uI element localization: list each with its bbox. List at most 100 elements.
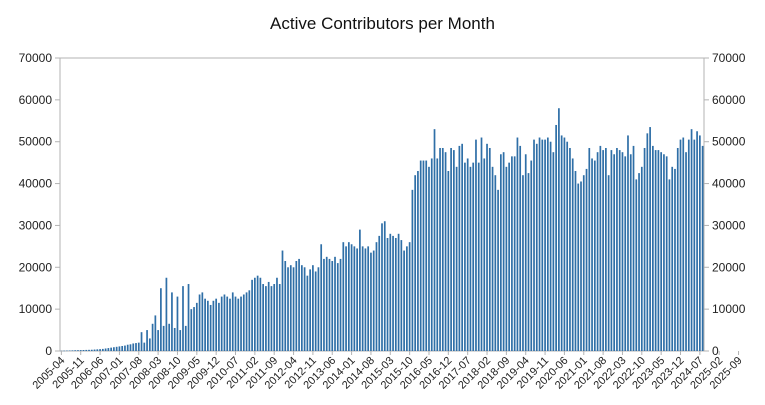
- y-tick-label-left: 30000: [19, 218, 53, 232]
- bar: [693, 139, 696, 351]
- bar: [93, 349, 96, 351]
- bar: [336, 263, 339, 351]
- bar: [469, 166, 472, 351]
- bar: [403, 250, 405, 351]
- bar: [121, 345, 124, 351]
- bar: [497, 189, 499, 351]
- bar: [140, 332, 143, 351]
- bar: [571, 158, 574, 351]
- bar: [289, 265, 292, 351]
- bar: [635, 179, 638, 351]
- bar: [82, 350, 85, 351]
- bar: [361, 246, 364, 351]
- y-tick-label-left: 70000: [19, 51, 53, 65]
- bar: [613, 154, 616, 351]
- bar: [685, 152, 687, 351]
- bar: [79, 350, 82, 351]
- bar: [646, 133, 649, 351]
- bar: [643, 147, 646, 351]
- bar: [295, 261, 298, 351]
- bar: [577, 183, 580, 351]
- y-tick-label-left: 40000: [19, 177, 53, 191]
- bar: [472, 162, 475, 351]
- bar: [284, 261, 287, 351]
- bar: [113, 347, 115, 351]
- y-tick-label-right: 70000: [712, 51, 746, 65]
- bar: [165, 277, 168, 351]
- bar: [240, 296, 242, 351]
- bar: [331, 261, 334, 351]
- bar: [491, 166, 494, 351]
- y-tick-label-right: 10000: [712, 302, 746, 316]
- bar: [151, 323, 154, 351]
- bar: [281, 250, 284, 351]
- bar: [676, 147, 679, 351]
- bar: [353, 246, 356, 351]
- bar: [187, 284, 190, 351]
- bar: [198, 294, 201, 351]
- bar: [394, 237, 397, 351]
- bar: [339, 258, 342, 351]
- bar: [450, 147, 452, 351]
- bar: [254, 277, 256, 351]
- bar: [287, 267, 289, 351]
- bar: [137, 342, 140, 351]
- bar: [270, 286, 273, 351]
- bar: [77, 350, 79, 351]
- bar: [522, 175, 524, 351]
- bar: [524, 154, 527, 351]
- bar: [237, 298, 240, 351]
- bar: [433, 129, 436, 351]
- bar: [660, 152, 663, 351]
- bar: [182, 286, 184, 351]
- bar: [259, 277, 262, 351]
- bar: [430, 158, 433, 351]
- bar: [234, 296, 237, 351]
- y-tick-label-left: 60000: [19, 93, 53, 107]
- bar: [566, 141, 569, 351]
- bar: [624, 156, 627, 351]
- bar: [690, 129, 693, 351]
- chart-title: Active Contributors per Month: [270, 14, 495, 33]
- bar: [535, 143, 538, 351]
- bar: [115, 346, 118, 351]
- y-tick-label-right: 60000: [712, 93, 746, 107]
- bar: [176, 296, 179, 351]
- bar: [218, 302, 220, 351]
- bar: [278, 284, 281, 351]
- bar: [276, 277, 278, 351]
- bar: [204, 298, 206, 351]
- bar: [367, 246, 370, 351]
- bar: [574, 171, 577, 351]
- bar: [502, 152, 505, 351]
- bar: [480, 137, 483, 351]
- bar: [682, 137, 685, 351]
- bar: [652, 145, 654, 351]
- bar: [458, 145, 461, 351]
- y-tick-label-right: 20000: [712, 260, 746, 274]
- bar: [195, 302, 198, 351]
- bar: [417, 171, 419, 351]
- bar: [588, 147, 591, 351]
- bar: [679, 139, 682, 351]
- bar: [499, 154, 502, 351]
- bar: [582, 175, 585, 351]
- bar: [560, 135, 563, 351]
- bar: [126, 344, 129, 351]
- bar: [657, 150, 660, 351]
- bar: [618, 150, 621, 351]
- bar: [320, 244, 323, 351]
- bar: [591, 158, 593, 351]
- bar: [245, 292, 248, 351]
- bar: [309, 269, 311, 351]
- bar: [436, 158, 439, 351]
- bar: [411, 189, 414, 351]
- bar: [107, 348, 110, 351]
- y-tick-label-right: 50000: [712, 135, 746, 149]
- bar: [229, 298, 231, 351]
- bar: [251, 279, 253, 351]
- bar: [596, 152, 599, 351]
- bar: [223, 294, 226, 351]
- bar: [414, 175, 417, 351]
